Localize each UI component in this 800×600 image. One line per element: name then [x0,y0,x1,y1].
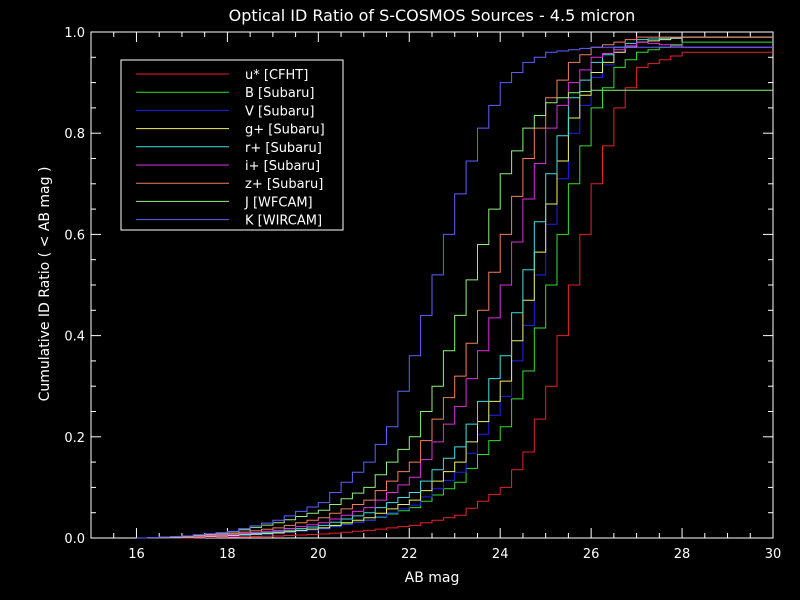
legend-label: J [WFCAM] [244,195,313,210]
legend-label: V [Subaru] [245,104,314,119]
legend-label: u* [CFHT] [245,68,308,83]
x-tick-label: 22 [401,547,418,562]
x-tick-label: 18 [219,547,236,562]
x-tick-label: 26 [583,547,600,562]
series-line-0 [136,51,773,539]
y-tick-label: 0.8 [64,127,85,142]
legend: u* [CFHT] B [Subaru] V [Subaru] g+ [Subaru]… [120,59,344,231]
legend-label: z+ [Subaru] [245,177,323,192]
y-axis-label: Cumulative ID Ratio ( < AB mag ) [37,167,53,402]
axis-ticks: 16 18 20 22 24 26 28 30 0.0 0.2 0.4 0.6 0.8 1.0 [64,26,781,562]
x-tick-label: 24 [492,547,509,562]
legend-label: K [WIRCAM] [245,214,322,229]
legend-label: g+ [Subaru] [245,123,325,138]
y-tick-label: 1.0 [64,26,85,41]
x-tick-label: 20 [310,547,327,562]
legend-label: B [Subaru] [245,86,315,101]
y-tick-label: 0.0 [64,532,85,547]
x-tick-label: 28 [674,547,691,562]
series-line-6 [136,36,773,539]
legend-label: r+ [Subaru] [245,141,322,156]
x-tick-label: 16 [128,547,145,562]
series-line-8 [136,46,773,539]
series-line-5 [136,41,773,539]
series-lines [136,36,773,539]
x-axis-label: AB mag [405,570,460,586]
x-tick-label: 30 [765,547,782,562]
y-tick-label: 0.4 [64,330,85,345]
chart-title: Optical ID Ratio of S-COSMOS Sources - 4… [229,6,636,25]
y-tick-label: 0.6 [64,228,85,243]
y-tick-label: 0.2 [64,431,85,446]
legend-label: i+ [Subaru] [245,159,320,174]
